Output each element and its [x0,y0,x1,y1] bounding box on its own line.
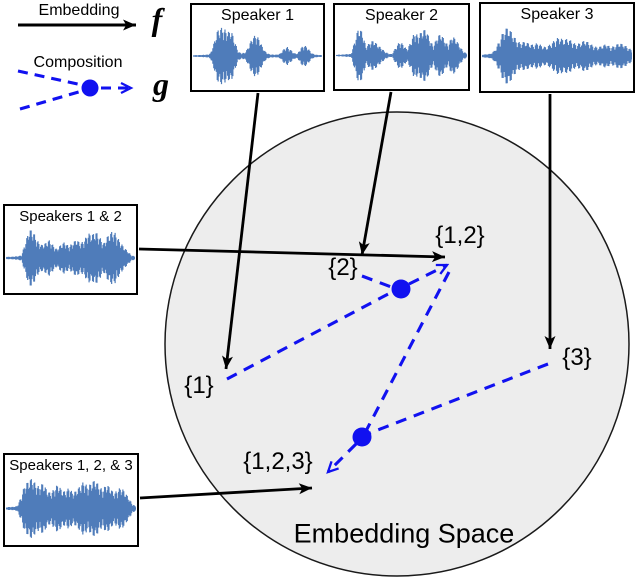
legend-embedding-label: Embedding [38,2,120,19]
speaker3-waveform [482,24,632,88]
embedding-space-title: Embedding Space [293,518,515,549]
embedding-space-circle [164,111,630,577]
speaker2-title: Speaker 2 [365,7,438,24]
composition-input-2-to-node1 [361,274,395,290]
legend-composition-label: Composition [33,54,123,71]
legend-composition-node [81,79,99,97]
embed-arrow-speakers123 [139,483,313,500]
speakers123-box: Speakers 1, 2, & 3 [3,453,139,547]
speaker2-waveform [336,25,467,86]
speaker3-box: Speaker 3 [479,2,635,93]
composition-node-1 [391,279,411,299]
speakers12-title: Speakers 1 & 2 [19,208,122,225]
legend-composition-input-bottom [19,89,83,111]
speaker2-box: Speaker 2 [333,3,470,91]
set-label-12: {1,2} [435,222,485,249]
set-label-123: {1,2,3} [243,448,313,475]
composition-input-1-to-node1 [226,290,393,381]
set-label-3: {3} [562,344,592,371]
composition-arrow-node2-to-123 [328,442,358,472]
composition-node-2 [352,427,372,447]
embed-arrow-speaker2 [358,91,393,256]
embed-arrow-speaker1 [222,92,260,370]
composition-arrow-node1-to-12 [408,263,447,286]
legend-composition-input-top [17,69,83,87]
speakers12-box: Speakers 1 & 2 [3,204,138,295]
speaker1-box: Speaker 1 [190,3,325,92]
speaker1-waveform [193,25,322,87]
legend-embedding-symbol-f: f [151,1,163,37]
composition-input-3-to-node2 [369,362,549,435]
set-label-1: {1} [184,372,214,399]
speaker3-title: Speaker 3 [520,6,594,23]
speakers123-waveform [6,475,136,542]
speakers12-waveform [6,226,135,290]
speakers123-title: Speakers 1, 2, & 3 [9,457,133,474]
legend-composition-symbol-g: g [153,66,169,102]
set-label-2: {2} [328,254,358,281]
speaker1-title: Speaker 1 [221,7,294,24]
composition-input-12-to-node2 [364,271,451,432]
embed-arrow-speakers12 [138,247,446,263]
